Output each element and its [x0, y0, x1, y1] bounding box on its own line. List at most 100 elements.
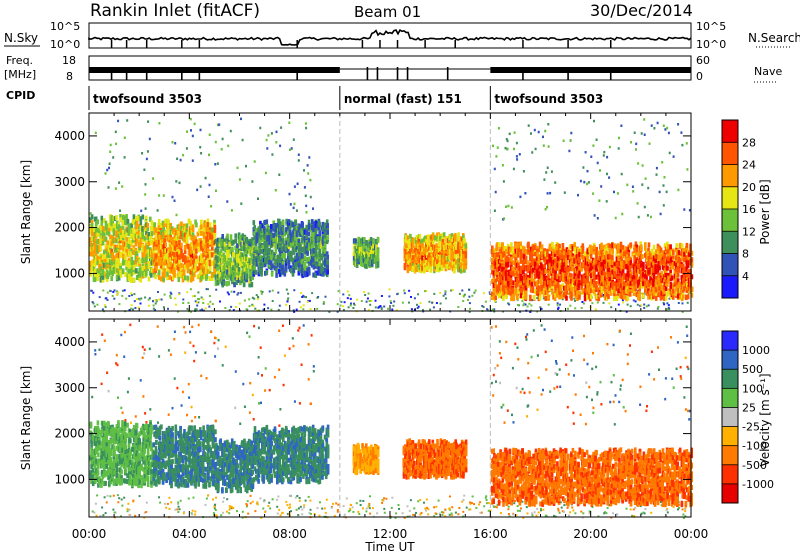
heatmap-cell [590, 155, 593, 158]
heatmap-cell [323, 261, 327, 267]
heatmap-cell [89, 266, 92, 272]
heatmap-cell [491, 257, 494, 263]
heatmap-cell [112, 231, 116, 237]
heatmap-cell [208, 254, 212, 260]
heatmap-cell [166, 227, 169, 233]
heatmap-cell [119, 217, 122, 223]
heatmap-cell [518, 153, 521, 156]
heatmap-cell [498, 242, 501, 248]
heatmap-cell [380, 295, 383, 297]
heatmap-cell [249, 238, 253, 244]
heatmap-cell [101, 260, 105, 266]
heatmap-cell [177, 267, 181, 273]
heatmap-cell [457, 253, 460, 259]
heatmap-cell [197, 291, 200, 294]
heatmap-cell [143, 224, 147, 230]
heatmap-cell [514, 288, 518, 294]
heatmap-cell [115, 290, 118, 293]
heatmap-cell [119, 269, 122, 275]
heatmap-cell [255, 294, 258, 297]
heatmap-cell [92, 291, 95, 294]
heatmap-cell [96, 260, 99, 266]
heatmap-cell [197, 301, 200, 304]
heatmap-cell [257, 295, 259, 298]
heatmap-cell [492, 282, 496, 288]
heatmap-cell [251, 303, 254, 306]
nsky-tick-top: 10^5 [50, 20, 80, 33]
heatmap-cell [297, 266, 301, 272]
heatmap-cell [621, 212, 624, 216]
heatmap-cell [369, 303, 372, 306]
heatmap-cell [559, 303, 562, 306]
heatmap-cell [180, 225, 183, 231]
heatmap-cell [127, 237, 131, 243]
heatmap-cell [439, 260, 442, 266]
heatmap-cell [124, 272, 127, 277]
heatmap-cell [127, 223, 131, 229]
heatmap-cell [106, 274, 110, 280]
heatmap-cell [536, 297, 539, 300]
heatmap-cell [411, 265, 415, 271]
heatmap-cell [243, 262, 247, 268]
heatmap-cell [161, 244, 165, 250]
heatmap-cell [195, 301, 198, 304]
heatmap-cell [264, 270, 267, 276]
heatmap-cell [103, 304, 106, 307]
heatmap-cell [265, 219, 269, 225]
heatmap-cell [130, 267, 134, 273]
heatmap-cell [169, 236, 172, 242]
heatmap-cell [372, 243, 375, 249]
heatmap-cell [322, 235, 325, 241]
freq-tick-top: 18 [62, 54, 76, 67]
heatmap-cell [620, 124, 623, 127]
heatmap-cell [306, 164, 309, 167]
heatmap-cell [631, 185, 634, 188]
heatmap-cell [462, 295, 465, 298]
heatmap-cell [524, 303, 527, 306]
heatmap-cell [364, 294, 367, 296]
heatmap-cell [318, 248, 321, 254]
heatmap-cell [500, 255, 503, 260]
heatmap-cell [206, 225, 210, 231]
heatmap-cell [99, 276, 103, 282]
heatmap-cell [237, 271, 241, 277]
heatmap-cell [365, 254, 368, 259]
heatmap-cell [318, 266, 321, 272]
heatmap-cell [481, 305, 484, 307]
heatmap-cell [237, 292, 240, 295]
heatmap-cell [132, 264, 136, 270]
heatmap-cell [405, 234, 408, 240]
heatmap-cell [89, 260, 92, 266]
heatmap-cell [322, 252, 325, 258]
heatmap-cell [134, 307, 137, 309]
heatmap-cell [183, 249, 187, 255]
heatmap-cell [310, 236, 313, 242]
freq-tick-bottom: 8 [66, 70, 73, 83]
heatmap-cell [189, 288, 192, 291]
heatmap-cell [230, 290, 233, 293]
heatmap-cell [136, 298, 138, 301]
heatmap-cell [115, 263, 119, 269]
heatmap-cell [103, 218, 106, 224]
heatmap-cell [169, 295, 172, 297]
heatmap-cell [206, 247, 210, 253]
heatmap-cell [135, 234, 139, 240]
heatmap-cell [125, 297, 128, 300]
heatmap-cell [180, 242, 183, 248]
heatmap-cell [293, 185, 296, 188]
heatmap-cell [314, 273, 318, 278]
heatmap-cell [440, 266, 444, 272]
heatmap-cell [138, 273, 141, 279]
heatmap-cell [176, 157, 179, 160]
heatmap-cell [254, 269, 258, 275]
heatmap-cell [391, 308, 394, 311]
heatmap-cell [161, 223, 165, 229]
heatmap-cell [255, 227, 259, 233]
heatmap-cell [94, 216, 98, 222]
heatmap-cell [111, 294, 114, 297]
heatmap-cell [355, 261, 359, 267]
heatmap-cell [140, 209, 143, 213]
heatmap-cell [255, 261, 259, 267]
heatmap-cell [198, 273, 201, 279]
heatmap-cell [252, 240, 256, 246]
